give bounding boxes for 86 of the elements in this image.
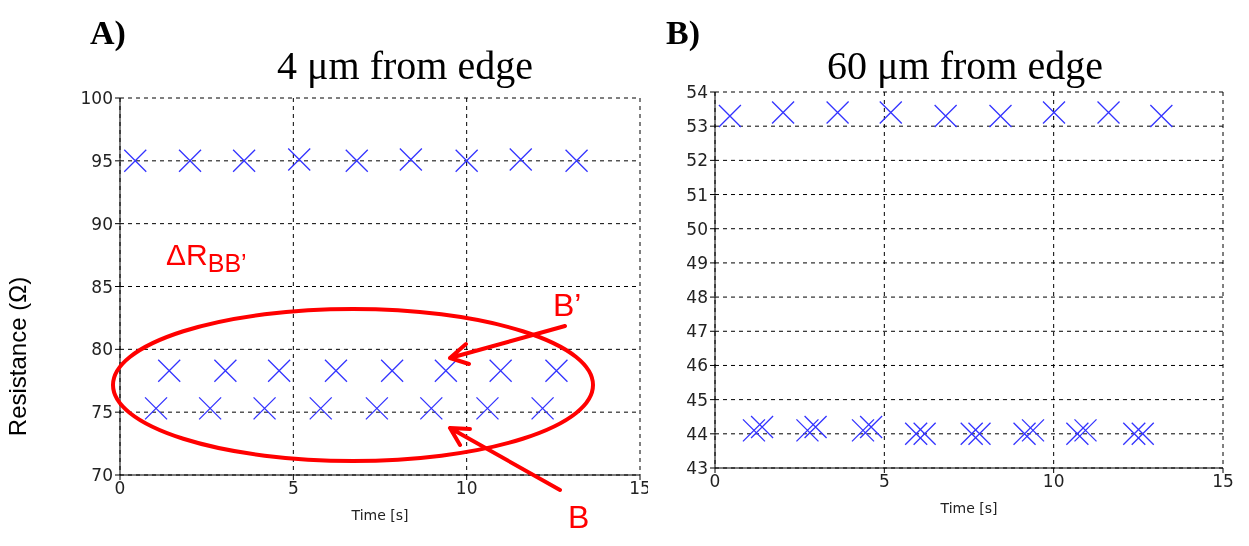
point <box>144 396 168 421</box>
point <box>988 104 1013 128</box>
y-tick-label: 50 <box>686 218 708 239</box>
point <box>157 359 181 383</box>
y-tick-label: 46 <box>686 355 708 376</box>
point <box>232 149 256 173</box>
point <box>475 396 500 421</box>
point <box>399 147 423 172</box>
point <box>419 396 443 421</box>
y-tick-label: 49 <box>686 252 708 273</box>
y-tick-label: 95 <box>91 150 113 171</box>
point <box>380 359 404 383</box>
y-tick-label: 100 <box>80 88 113 109</box>
point <box>1122 422 1146 446</box>
point <box>851 418 875 443</box>
y-tick-label: 45 <box>686 389 708 410</box>
point <box>1073 418 1098 443</box>
point <box>967 422 992 446</box>
point <box>198 396 222 421</box>
point <box>544 359 569 383</box>
point <box>1012 422 1037 446</box>
x-axis-title: Time [s] <box>350 507 409 523</box>
x-axis-title: Time [s] <box>939 500 998 516</box>
text: B) <box>666 14 700 52</box>
y-tick-label: 85 <box>91 276 113 297</box>
point <box>213 359 238 383</box>
point <box>267 359 291 383</box>
chart-title: 4 μm from edge <box>276 43 534 88</box>
y-axis-title: Resistance (Ω) <box>3 276 31 437</box>
point <box>365 396 389 421</box>
point <box>933 104 958 128</box>
point <box>795 418 820 443</box>
y-tick-label: 54 <box>686 82 708 103</box>
point <box>1065 422 1090 446</box>
point <box>879 100 903 125</box>
point <box>1021 418 1045 443</box>
point <box>345 149 369 173</box>
point <box>1096 100 1121 125</box>
point <box>455 149 479 173</box>
point <box>912 422 937 446</box>
y-tick-label: 43 <box>686 458 708 479</box>
annotation: ΔR$_{BB’}$ <box>166 238 247 278</box>
x-tick-label: 5 <box>878 471 890 492</box>
point <box>287 147 311 172</box>
y-tick-label: 90 <box>91 213 113 234</box>
x-tick-label: 10 <box>455 478 478 499</box>
y-tick-label: 52 <box>686 150 708 171</box>
point <box>1149 104 1174 128</box>
y-tick-label: 44 <box>686 423 708 444</box>
point <box>1131 422 1155 446</box>
text: A) <box>90 14 126 52</box>
point <box>178 149 202 173</box>
x-tick-label: 0 <box>709 471 721 492</box>
point <box>530 396 555 421</box>
point <box>859 415 883 439</box>
y-tick-label: 80 <box>91 339 113 360</box>
y-tick-label: 51 <box>686 184 708 205</box>
point <box>123 149 147 173</box>
y-tick-label: 70 <box>91 465 113 486</box>
x-tick-label: 15 <box>1212 471 1234 492</box>
point <box>509 147 533 172</box>
point <box>960 422 984 446</box>
y-tick-label: 48 <box>686 287 708 308</box>
y-tick-label: 47 <box>686 321 708 342</box>
text: B <box>568 499 590 536</box>
x-tick-label: 5 <box>287 478 299 499</box>
point <box>252 396 277 421</box>
point <box>742 418 766 443</box>
point <box>1042 100 1066 125</box>
y-tick-label: 75 <box>91 402 113 423</box>
point <box>718 104 742 128</box>
point <box>750 415 774 439</box>
point <box>825 100 850 125</box>
point <box>324 359 348 383</box>
point <box>771 100 795 125</box>
point <box>904 422 928 446</box>
point <box>434 359 458 383</box>
point <box>564 149 589 173</box>
point <box>803 415 828 439</box>
y-tick-label: 53 <box>686 116 708 137</box>
point <box>488 359 513 383</box>
chart-title: 60 μm from edge <box>826 43 1104 88</box>
point <box>309 396 333 421</box>
x-tick-label: 0 <box>114 478 126 499</box>
x-tick-label: 10 <box>1042 471 1065 492</box>
annotation: B’ <box>553 287 582 324</box>
